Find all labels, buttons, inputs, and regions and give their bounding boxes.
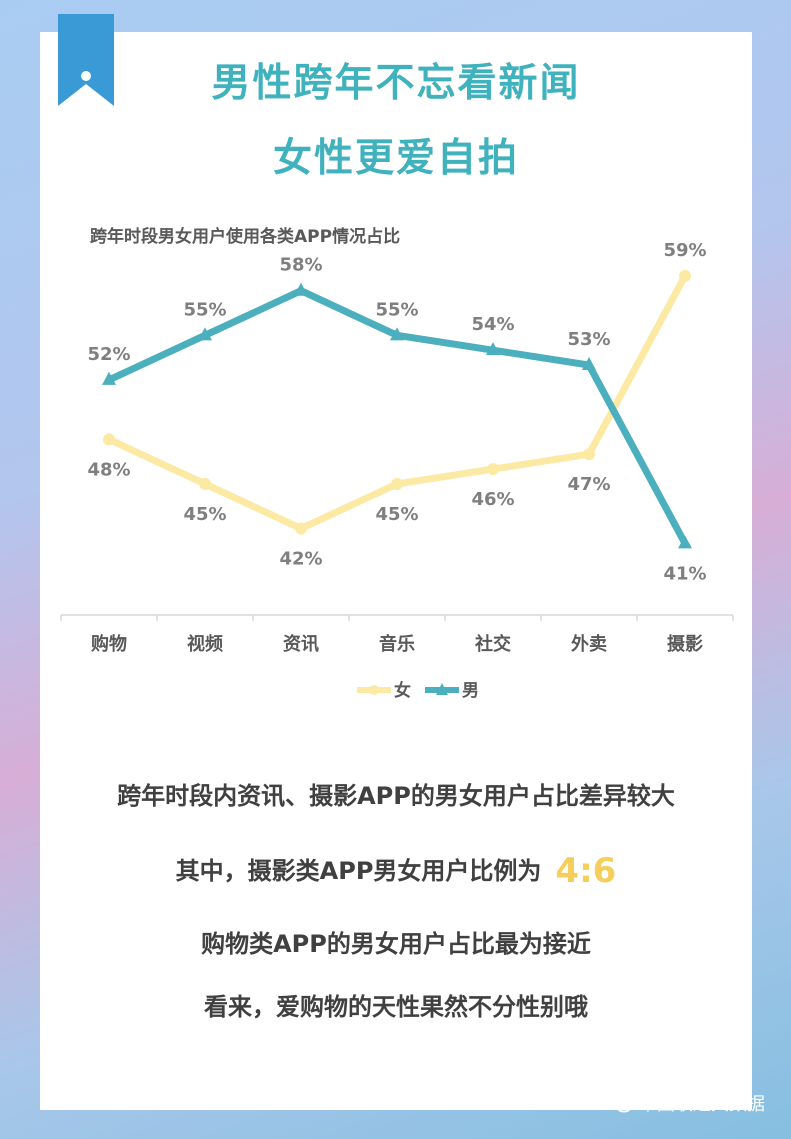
x-tick-label: 社交 — [475, 633, 511, 655]
data-point-male — [582, 357, 596, 371]
legend-marker-female — [369, 685, 379, 695]
data-point-female — [487, 463, 499, 476]
data-label-female: 46% — [471, 489, 514, 510]
data-label-male: 58% — [279, 255, 322, 276]
data-point-female — [583, 448, 595, 461]
content-card — [40, 32, 752, 1110]
data-point-male — [390, 327, 404, 341]
line-chart: 购物 视频 资讯 音乐 社交 外卖 摄影 48% 45% 42% 45% 46% 47% 59% 52% 55… — [60, 240, 734, 701]
data-label-female: 42% — [279, 549, 322, 570]
data-label-female: 59% — [663, 240, 706, 261]
data-point-male — [294, 282, 308, 296]
watermark-text: 中国联通大数据 — [639, 1094, 765, 1115]
x-tick-label: 购物 — [91, 633, 127, 655]
conclusion-line3: 购物类APP的男女用户占比最为接近 — [201, 930, 591, 958]
data-point-male — [198, 327, 212, 341]
conclusion-line1: 跨年时段内资讯、摄影APP的男女用户占比差异较大 — [117, 782, 675, 810]
legend-label-female: 女 — [394, 680, 411, 701]
chart-title: 跨年时段男女用户使用各类APP情况占比 — [90, 227, 401, 247]
wechat-icon — [607, 1092, 633, 1113]
x-tick-label: 摄影 — [667, 633, 703, 655]
data-label-female: 45% — [183, 504, 226, 525]
data-label-male: 55% — [375, 299, 418, 320]
data-label-male: 53% — [567, 329, 610, 350]
x-tick-label: 外卖 — [571, 633, 607, 655]
data-point-female — [295, 522, 307, 535]
data-label-male: 52% — [87, 344, 130, 365]
conclusion-line2-text: 其中，摄影类APP男女用户比例为 — [175, 857, 542, 885]
data-label-female: 45% — [375, 504, 418, 525]
conclusion-line4: 看来，爱购物的天性果然不分性别哦 — [204, 993, 588, 1021]
legend-label-male: 男 — [462, 681, 479, 701]
data-point-female — [391, 477, 403, 490]
x-tick-label: 资讯 — [283, 633, 319, 655]
page-title-line2: 女性更爱自拍 — [272, 136, 519, 181]
data-point-male — [102, 371, 116, 385]
bookmark-icon — [58, 14, 114, 106]
ratio-value: 4:6 — [555, 851, 617, 891]
data-label-female: 48% — [87, 459, 130, 480]
x-tick-label: 音乐 — [379, 633, 415, 655]
conclusion-line2: 其中，摄影类APP男女用户比例为 4:6 — [40, 851, 752, 891]
data-point-male — [678, 535, 692, 549]
data-label-male: 55% — [183, 299, 226, 320]
data-point-female — [199, 477, 211, 490]
legend-marker-male — [436, 683, 448, 695]
page-title-line1: 男性跨年不忘看新闻 — [211, 61, 581, 106]
data-point-male — [486, 342, 500, 356]
watermark: 中国联通大数据 — [607, 1090, 765, 1116]
data-label-male: 41% — [663, 563, 706, 584]
data-point-female — [103, 433, 115, 446]
data-label-male: 54% — [471, 314, 514, 335]
data-label-female: 47% — [567, 474, 610, 495]
data-point-female — [679, 269, 691, 282]
x-tick-label: 视频 — [187, 633, 223, 655]
